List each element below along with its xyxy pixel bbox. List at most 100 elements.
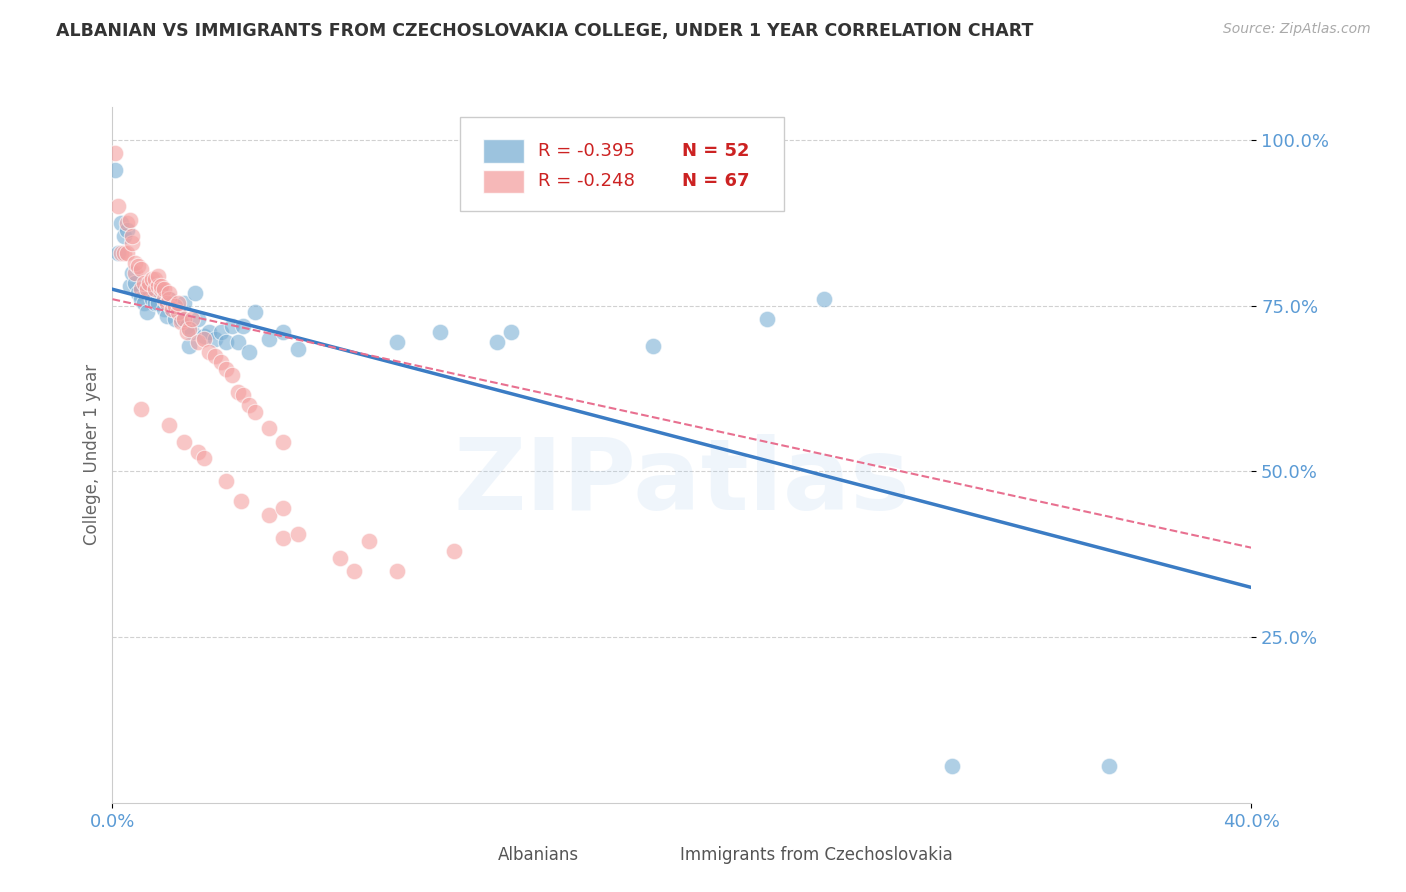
Point (257, 332, 280, 346)
Point (243, 305, 266, 319)
Point (179, 322, 201, 336)
Point (127, 259, 149, 273)
Point (167, 305, 190, 319)
Point (215, 361, 238, 376)
Point (118, 279, 141, 293)
Text: R = -0.248: R = -0.248 (538, 172, 636, 191)
Point (121, 235, 143, 250)
Point (501, 326, 523, 340)
Point (187, 335, 209, 350)
Point (146, 295, 169, 310)
Point (112, 229, 135, 244)
Point (129, 292, 152, 306)
Point (124, 276, 146, 290)
Point (232, 318, 254, 333)
Point (107, 199, 129, 213)
FancyBboxPatch shape (482, 139, 523, 162)
Point (643, 338, 665, 352)
Point (271, 434, 295, 449)
Point (215, 475, 238, 489)
Point (187, 444, 209, 458)
Point (184, 285, 207, 300)
FancyBboxPatch shape (628, 845, 673, 867)
Point (149, 285, 172, 300)
Point (193, 451, 215, 466)
Point (159, 292, 180, 306)
Point (165, 299, 187, 313)
Point (1098, 759, 1121, 773)
Point (198, 326, 221, 340)
Point (118, 212, 141, 227)
Point (179, 338, 201, 352)
Text: N = 52: N = 52 (682, 142, 749, 160)
Point (329, 550, 352, 565)
Point (187, 312, 209, 326)
Point (115, 216, 138, 230)
Point (193, 332, 215, 346)
Point (159, 292, 180, 306)
Point (176, 318, 198, 333)
Point (159, 418, 180, 433)
Point (813, 292, 835, 306)
Text: Albanians: Albanians (498, 846, 578, 864)
Point (181, 312, 204, 326)
Point (152, 302, 174, 317)
Point (429, 326, 451, 340)
Point (132, 276, 155, 290)
Y-axis label: College, Under 1 year: College, Under 1 year (83, 364, 101, 546)
Point (941, 759, 963, 773)
Point (115, 245, 138, 260)
Point (204, 332, 226, 346)
Point (129, 282, 152, 296)
Point (173, 295, 195, 310)
Point (135, 282, 157, 296)
Point (110, 245, 132, 260)
Point (385, 564, 409, 578)
Point (107, 245, 129, 260)
Point (149, 279, 172, 293)
Point (121, 266, 143, 280)
Point (238, 398, 260, 412)
Point (173, 312, 195, 326)
Point (124, 266, 146, 280)
Point (132, 295, 155, 310)
Point (176, 326, 198, 340)
Point (146, 268, 169, 283)
Point (193, 328, 215, 343)
Point (152, 282, 174, 296)
Point (110, 216, 132, 230)
Point (138, 282, 160, 296)
Text: N = 67: N = 67 (682, 172, 749, 191)
Point (152, 292, 174, 306)
Point (162, 295, 184, 310)
Point (243, 405, 266, 419)
Point (167, 295, 190, 310)
Point (271, 500, 295, 515)
Point (162, 302, 184, 317)
Point (143, 295, 166, 310)
Point (124, 256, 146, 270)
Point (141, 292, 163, 306)
Point (173, 434, 195, 449)
Point (121, 229, 143, 244)
Point (756, 312, 779, 326)
Point (229, 494, 252, 508)
Point (215, 335, 238, 350)
Point (170, 312, 193, 326)
Point (238, 345, 260, 359)
Point (104, 146, 127, 161)
Point (287, 342, 309, 356)
Point (146, 279, 169, 293)
Point (271, 531, 295, 545)
Point (287, 527, 309, 541)
Point (149, 282, 172, 296)
FancyBboxPatch shape (446, 845, 491, 867)
Text: ALBANIAN VS IMMIGRANTS FROM CZECHOSLOVAKIA COLLEGE, UNDER 1 YEAR CORRELATION CHA: ALBANIAN VS IMMIGRANTS FROM CZECHOSLOVAK… (56, 22, 1033, 40)
Text: Immigrants from Czechoslovakia: Immigrants from Czechoslovakia (679, 846, 952, 864)
Point (357, 534, 380, 549)
Point (159, 285, 180, 300)
Point (129, 262, 152, 277)
Point (271, 326, 295, 340)
Point (343, 564, 366, 578)
Text: Source: ZipAtlas.com: Source: ZipAtlas.com (1223, 22, 1371, 37)
